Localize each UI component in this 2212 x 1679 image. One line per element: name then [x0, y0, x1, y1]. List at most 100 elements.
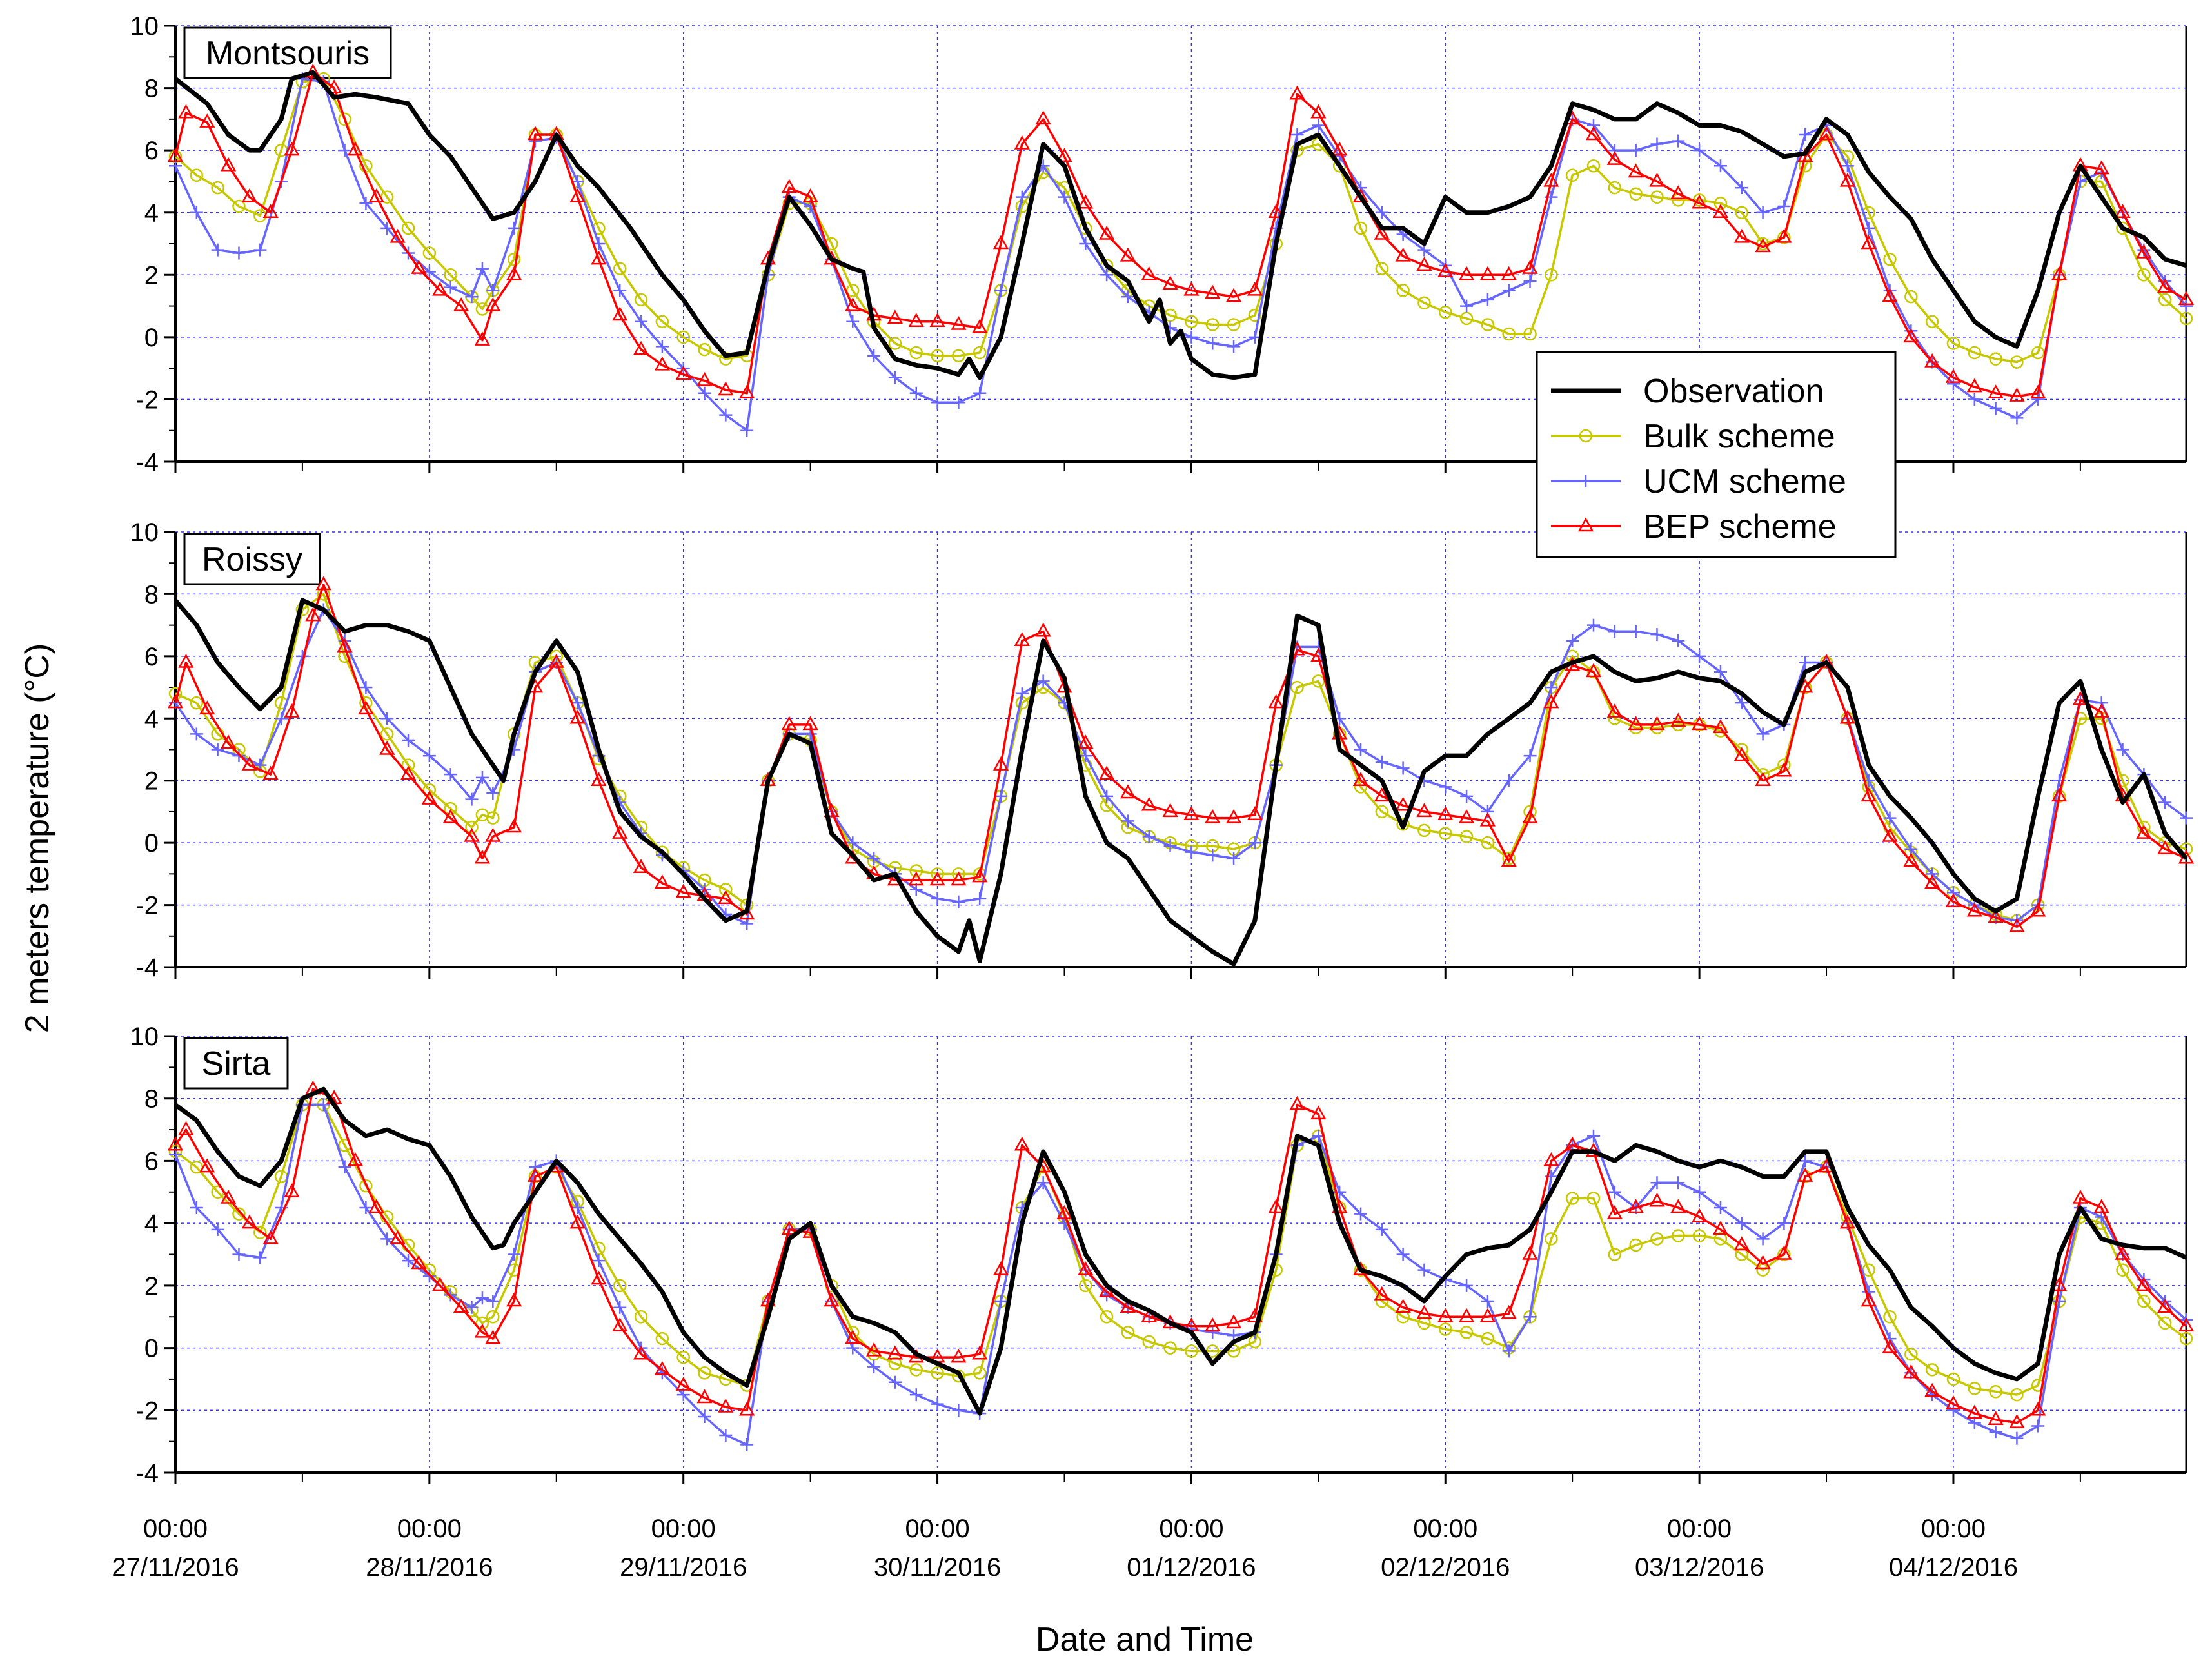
- data-point: [1374, 225, 1390, 240]
- data-point: [1163, 1341, 1177, 1355]
- y-tick-label: 6: [144, 1147, 159, 1175]
- data-point: [241, 1214, 257, 1229]
- data-point: [908, 871, 924, 886]
- data-point: [1522, 260, 1538, 274]
- data-point: [2009, 1414, 2025, 1428]
- data-point: [528, 1161, 542, 1174]
- data-point: [380, 712, 394, 725]
- data-point: [655, 1331, 669, 1346]
- data-point: [464, 827, 480, 842]
- data-point: [1946, 337, 1960, 350]
- data-point: [1988, 908, 2004, 923]
- data-point: [1989, 1426, 2002, 1439]
- data-point: [781, 179, 797, 193]
- data-point: [1417, 1316, 1431, 1330]
- data-point: [698, 386, 711, 400]
- series-bep-scheme: [167, 63, 2195, 402]
- y-tick-label: -4: [135, 1459, 159, 1488]
- data-point: [909, 1388, 923, 1402]
- series-observation: [173, 1086, 2187, 1416]
- data-point: [506, 818, 522, 833]
- data-point: [1416, 1304, 1432, 1319]
- data-point: [1459, 1326, 1474, 1339]
- data-point: [2093, 160, 2109, 175]
- data-point: [1310, 1105, 1327, 1120]
- data-point: [1797, 1168, 1813, 1182]
- data-point: [1502, 774, 1516, 787]
- y-tick-label: -2: [135, 1397, 159, 1425]
- data-point: [508, 221, 521, 235]
- data-point: [1735, 206, 1749, 219]
- data-point: [802, 716, 818, 731]
- data-point: [422, 749, 436, 763]
- data-point: [1014, 632, 1030, 646]
- data-point: [474, 331, 491, 346]
- data-point: [718, 381, 734, 396]
- data-point: [253, 1251, 267, 1264]
- data-point: [931, 892, 944, 905]
- x-tick-label-time: 00:00: [1667, 1515, 1732, 1543]
- data-point: [1966, 378, 1982, 393]
- data-point: [2157, 279, 2173, 293]
- data-point: [199, 113, 215, 128]
- data-point: [275, 712, 288, 725]
- data-point: [973, 892, 987, 905]
- data-point: [1924, 1382, 1940, 1397]
- data-point: [1565, 1192, 1579, 1205]
- data-point: [1395, 1299, 1411, 1313]
- data-point: [1586, 159, 1601, 173]
- data-point: [1755, 772, 1771, 786]
- y-tick-label: 4: [144, 1210, 159, 1238]
- x-tick-label-time: 00:00: [1413, 1515, 1477, 1543]
- data-point: [909, 386, 923, 400]
- data-point: [931, 396, 944, 409]
- data-point: [1712, 204, 1729, 218]
- data-point: [1672, 1176, 1685, 1190]
- data-point: [2115, 1245, 2131, 1260]
- data-point: [1756, 206, 1770, 219]
- data-point: [992, 1261, 1009, 1275]
- data-point: [1713, 665, 1727, 678]
- legend-swatch-marker: [1579, 429, 1593, 443]
- data-point: [1375, 206, 1388, 219]
- data-point: [1078, 734, 1094, 749]
- data-point: [739, 384, 755, 399]
- x-tick-label-time: 00:00: [1921, 1515, 1986, 1543]
- data-point: [167, 1136, 184, 1151]
- data-point: [402, 734, 415, 747]
- data-point: [338, 144, 351, 157]
- data-point: [1989, 352, 2002, 366]
- data-point: [867, 1360, 881, 1373]
- data-point: [1100, 268, 1114, 282]
- y-tick-label: 8: [144, 1085, 159, 1114]
- data-point: [1692, 1229, 1706, 1242]
- data-point: [1121, 290, 1134, 304]
- data-point: [411, 1255, 427, 1270]
- x-tick-label-date: 03/12/2016: [1635, 1553, 1764, 1582]
- data-point: [1248, 836, 1261, 850]
- station-label: Roissy: [202, 541, 302, 578]
- y-tick-label: 0: [144, 829, 159, 858]
- data-point: [2031, 346, 2045, 360]
- data-point: [167, 694, 184, 709]
- data-point: [719, 1428, 733, 1442]
- data-point: [1205, 318, 1220, 331]
- data-point: [444, 801, 457, 816]
- data-point: [1799, 656, 1812, 669]
- data-point: [1543, 694, 1559, 709]
- legend-label: Observation: [1643, 373, 1824, 410]
- data-point: [909, 346, 923, 360]
- data-point: [1396, 1310, 1410, 1324]
- data-point: [740, 424, 754, 437]
- data-point: [1672, 1229, 1685, 1242]
- y-tick-label: 2: [144, 767, 159, 796]
- data-point: [167, 148, 184, 162]
- data-point: [465, 290, 479, 304]
- data-point: [262, 1230, 279, 1244]
- data-point: [432, 1277, 448, 1291]
- data-point: [994, 789, 1008, 803]
- data-point: [613, 1301, 627, 1314]
- data-point: [1777, 200, 1791, 213]
- data-point: [972, 868, 988, 883]
- data-point: [1416, 803, 1432, 818]
